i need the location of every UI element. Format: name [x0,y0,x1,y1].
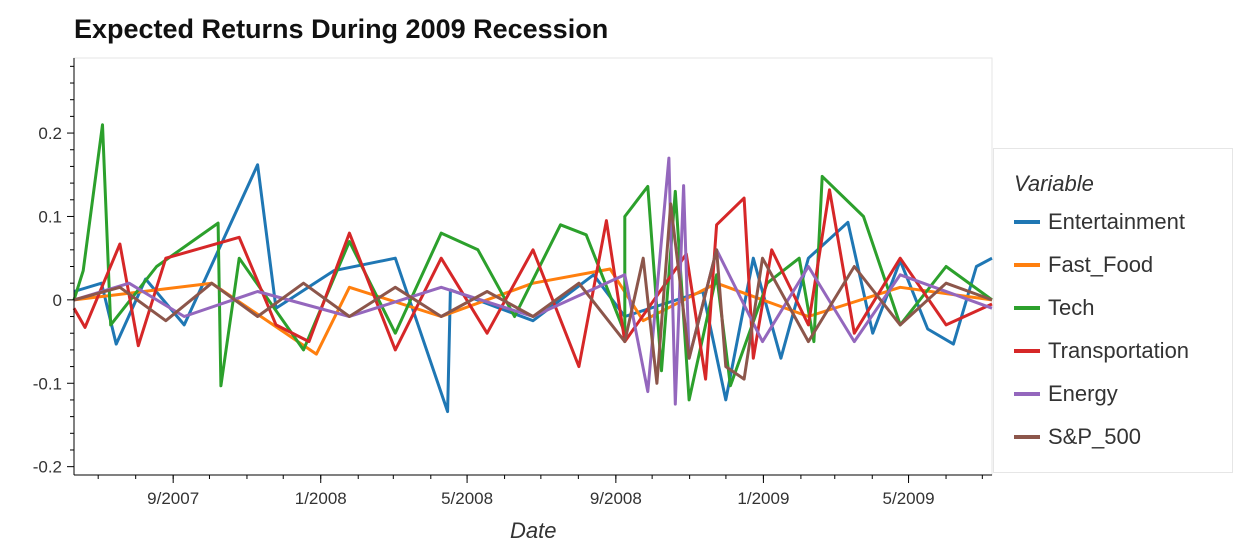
chart-title: Expected Returns During 2009 Recession [74,14,609,44]
legend-item: Fast_Food [1014,252,1153,278]
legend-swatch [1014,263,1040,267]
x-axis-label: Date [510,518,557,543]
legend-label: Entertainment [1048,209,1185,234]
legend-label: Fast_Food [1048,252,1154,277]
chart-canvas: 0.2 0.1 0 -0.1 -0.2 9/2007 1/2008 5/2008 9/2008 1… [33,57,993,508]
y-tick-label: 0.1 [38,207,62,226]
x-tick-label: 1/2008 [295,489,347,508]
x-tick-label: 5/2009 [883,489,935,508]
y-tick-label: 0 [53,291,62,310]
legend-label: Tech [1048,295,1095,320]
legend: Variable Entertainment Fast_Food Tech Trans… [993,148,1233,473]
x-tick-label: 1/2009 [737,489,789,508]
legend-item: Entertainment [1014,209,1185,235]
series-line-s-p-500 [73,202,993,385]
legend-swatch [1014,435,1040,439]
legend-label: Energy [1048,381,1118,406]
axis-layer: 0.2 0.1 0 -0.1 -0.2 9/2007 1/2008 5/2008 9/2008 1… [33,58,992,508]
series-layer [72,123,993,414]
legend-swatch [1014,220,1040,224]
series-line-transportation [72,188,993,381]
x-tick-label: 9/2007 [147,489,199,508]
legend-title: Variable [1014,171,1094,196]
legend-label: S&P_500 [1048,424,1141,449]
legend-item: Transportation [1014,338,1189,364]
legend-swatch [1014,306,1040,310]
legend-label: Transportation [1048,338,1190,363]
series-line-entertainment [73,163,993,414]
y-tick-label: -0.1 [33,374,62,393]
series-line-energy [73,156,993,406]
legend-item: Tech [1014,295,1094,321]
y-tick-label: -0.2 [33,458,62,477]
x-tick-label: 9/2008 [590,489,642,508]
legend-swatch [1014,392,1040,396]
legend-swatch [1014,349,1040,353]
legend-item: Energy [1014,381,1118,407]
y-tick-label: 0.2 [38,124,62,143]
legend-item: S&P_500 [1014,424,1141,450]
x-tick-label: 5/2008 [441,489,493,508]
